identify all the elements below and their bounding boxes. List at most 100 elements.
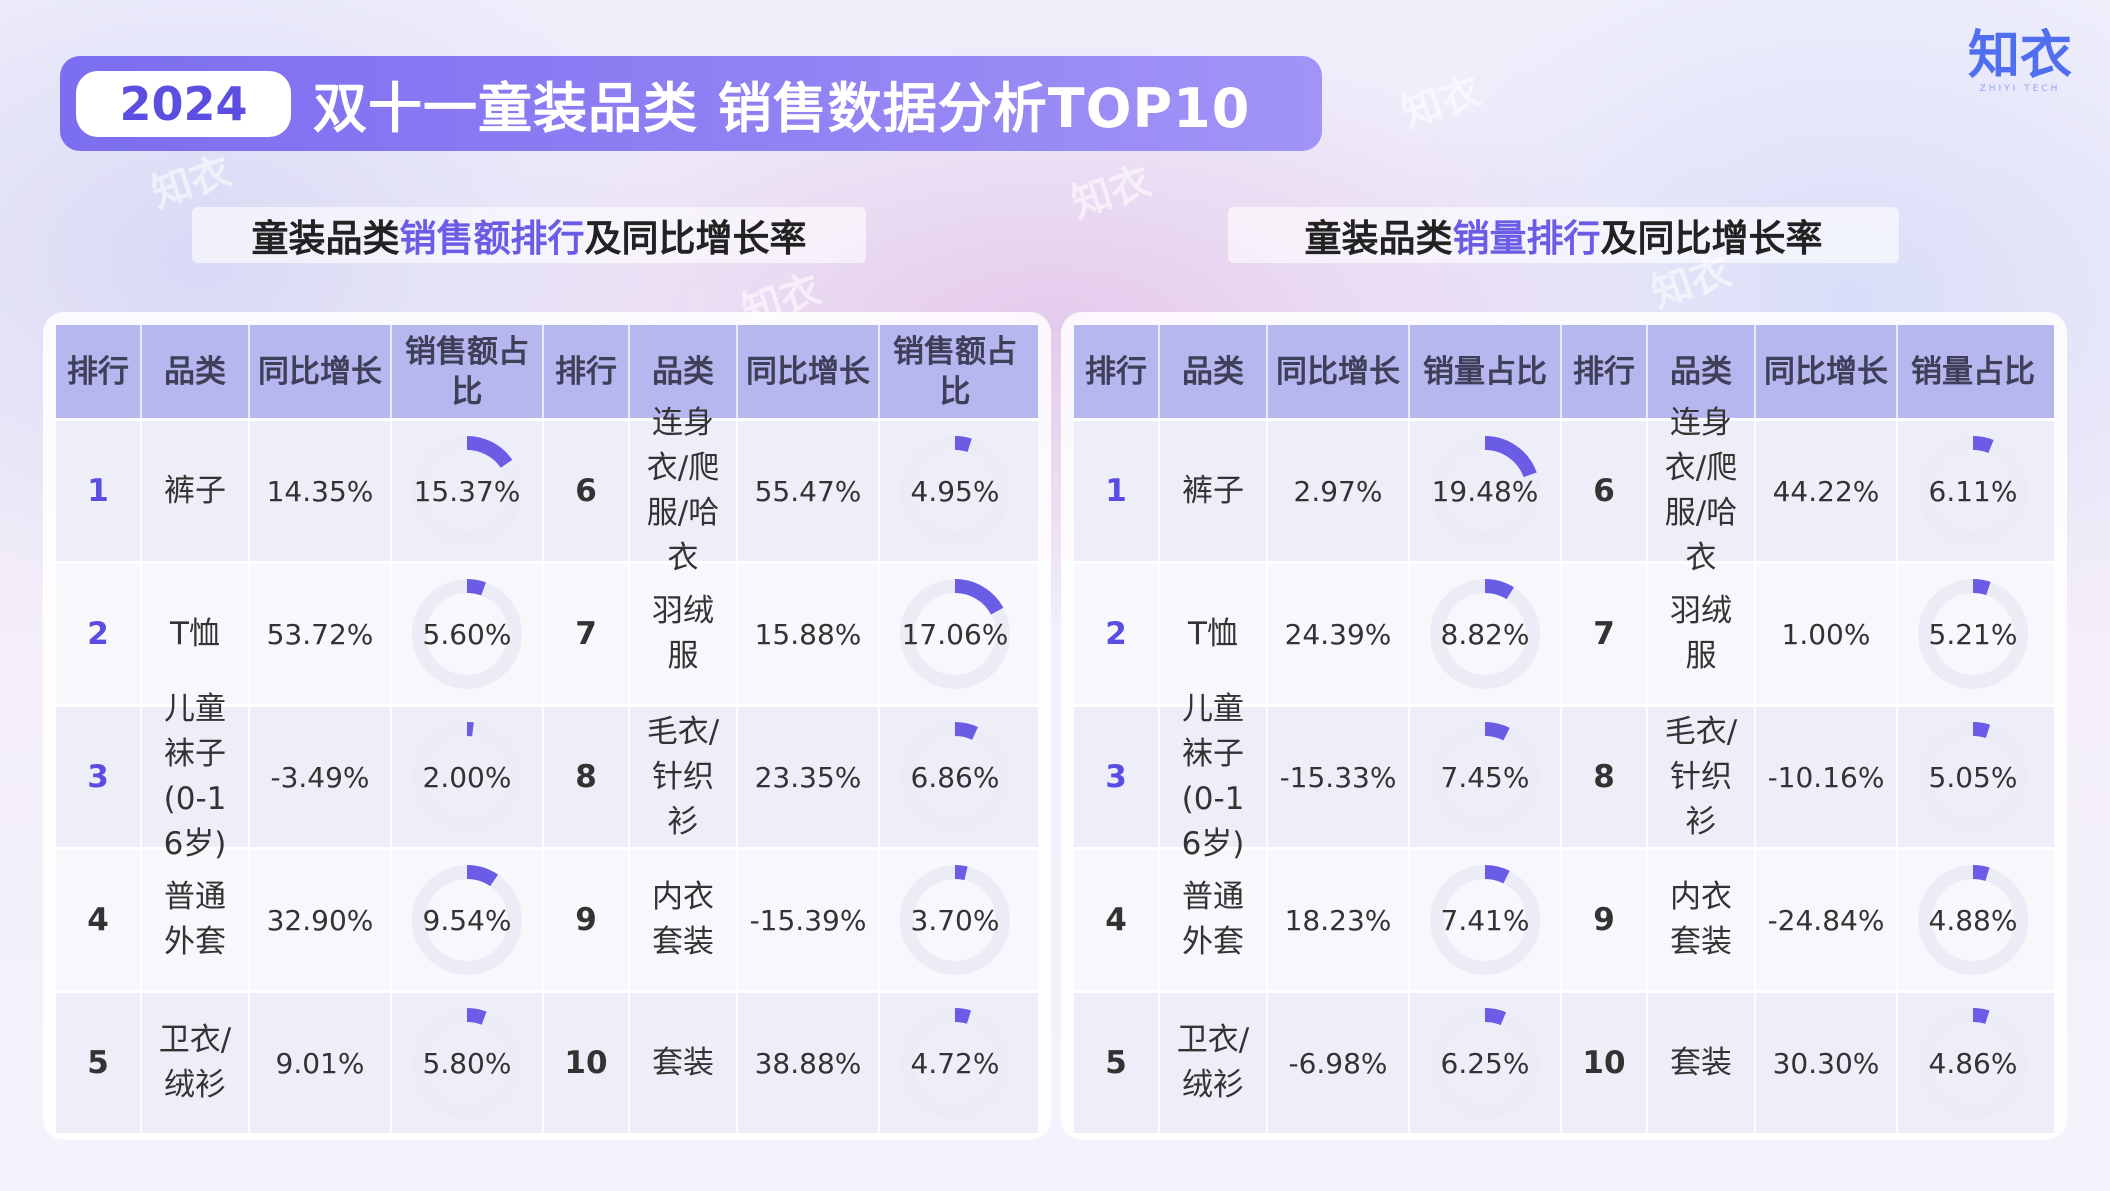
rank-number: 5 xyxy=(1105,1044,1127,1081)
column-header: 销量占比 xyxy=(1410,325,1562,418)
table-row: 3 儿童袜子(0-16岁) -15.33% 7.45% 8 毛衣/针织衫 -10.16% 5.… xyxy=(1074,691,2054,862)
yoy-cell: 15.88% xyxy=(738,564,880,704)
watermark: 知衣 xyxy=(1066,158,1157,228)
yoy-growth: 24.39% xyxy=(1284,617,1392,651)
rank-cell: 2 xyxy=(1074,564,1160,704)
yoy-growth: 15.88% xyxy=(754,617,862,651)
category-cell: 儿童袜子(0-16岁) xyxy=(1160,691,1268,862)
page-title: 双十一童装品类 销售数据分析TOP10 xyxy=(313,77,1251,140)
table-header-row: 排行 品类 同比增长 销售额占比 排行 品类 同比增长 销售额占比 xyxy=(56,325,1038,418)
share-value: 2.00% xyxy=(422,760,512,794)
share-cell: 17.06% xyxy=(880,564,1030,704)
rank-cell: 10 xyxy=(544,993,630,1133)
yoy-cell: 55.47% xyxy=(738,421,880,561)
column-header: 销量占比 xyxy=(1911,353,2035,390)
share-cell: 4.72% xyxy=(880,993,1030,1133)
yoy-growth: 14.35% xyxy=(266,474,374,508)
rank-number: 7 xyxy=(1593,615,1615,652)
category-cell: 裤子 xyxy=(142,421,250,561)
table-row: 5 卫衣/绒衫 9.01% 5.80% 10 套装 38.88% 4.72% xyxy=(56,990,1038,1133)
column-header: 品类 xyxy=(1648,325,1756,418)
rank-cell: 2 xyxy=(56,564,142,704)
category-name: 毛衣/针织衫 xyxy=(1664,713,1738,840)
category-name: 普通外套 xyxy=(164,879,226,960)
share-cell: 9.54% xyxy=(392,850,544,990)
column-header: 品类 xyxy=(630,325,738,418)
rank-number: 5 xyxy=(87,1044,109,1081)
yoy-growth: -15.39% xyxy=(749,903,867,937)
category-cell: 连身衣/爬服/哈衣 xyxy=(630,405,738,576)
column-header: 销售额占比 xyxy=(893,333,1017,410)
donut-value-arc xyxy=(1430,436,1540,546)
rank-cell: 1 xyxy=(56,421,142,561)
share-donut xyxy=(900,865,1010,975)
share-cell: 7.41% xyxy=(1410,850,1562,990)
category-cell: T恤 xyxy=(142,564,250,704)
category-cell: 裤子 xyxy=(1160,421,1268,561)
rank-number: 4 xyxy=(1105,901,1127,938)
share-cell: 4.88% xyxy=(1898,850,2048,990)
yoy-growth: 55.47% xyxy=(754,474,862,508)
yoy-growth: 18.23% xyxy=(1284,903,1392,937)
yoy-cell: 30.30% xyxy=(1756,993,1898,1133)
category-cell: 毛衣/针织衫 xyxy=(1648,707,1756,847)
yoy-cell: 44.22% xyxy=(1756,421,1898,561)
donut-value-arc xyxy=(900,865,1010,975)
donut-value-arc xyxy=(900,436,1010,546)
donut-value-arc xyxy=(1918,865,2028,975)
share-value: 3.70% xyxy=(910,903,1000,937)
rank-number: 10 xyxy=(564,1044,608,1081)
sales-volume-table: 排行 品类 同比增长 销量占比 排行 品类 同比增长 销量占比 1 裤子 2.97% 19.48% 6 连… xyxy=(1074,325,2054,1133)
share-value: 5.60% xyxy=(422,617,512,651)
donut-value-arc xyxy=(1918,722,2028,832)
donut-value-arc xyxy=(1918,579,2028,689)
sales-amount-panel: 排行 品类 同比增长 销售额占比 排行 品类 同比增长 销售额占比 1 裤子 14.35% 15.37… xyxy=(44,313,1050,1139)
share-donut xyxy=(412,865,522,975)
yoy-growth: 38.88% xyxy=(754,1046,862,1080)
left-subtitle: 童装品类 销售额排行 及同比增长率 xyxy=(192,207,866,263)
yoy-cell: -3.49% xyxy=(250,707,392,847)
yoy-growth: -3.49% xyxy=(270,760,370,794)
share-donut xyxy=(412,436,522,546)
right-subtitle-pre: 童装品类 xyxy=(1304,217,1453,260)
rank-cell: 4 xyxy=(1074,850,1160,990)
rank-number: 3 xyxy=(1105,758,1127,795)
donut-value-arc xyxy=(1918,436,2028,546)
table-row: 3 儿童袜子(0-16岁) -3.49% 2.00% 8 毛衣/针织衫 23.35% 6.86… xyxy=(56,691,1038,862)
share-donut xyxy=(900,722,1010,832)
yoy-growth: 2.97% xyxy=(1293,474,1383,508)
rank-number: 9 xyxy=(575,901,597,938)
rank-cell: 4 xyxy=(56,850,142,990)
share-donut xyxy=(412,579,522,689)
right-subtitle-post: 及同比增长率 xyxy=(1600,217,1823,260)
donut-value-arc xyxy=(1430,722,1540,832)
share-cell: 19.48% xyxy=(1410,421,1562,561)
column-header: 排行 xyxy=(56,325,142,418)
share-cell: 2.00% xyxy=(392,707,544,847)
logo-mark: 知衣 xyxy=(1967,26,2072,86)
table-row: 1 裤子 14.35% 15.37% 6 连身衣/爬服/哈衣 55.47% 4.95% xyxy=(56,405,1038,576)
share-value: 5.80% xyxy=(422,1046,512,1080)
yoy-cell: -6.98% xyxy=(1268,993,1410,1133)
category-name: 连身衣/爬服/哈衣 xyxy=(1664,405,1738,576)
column-header: 同比增长 xyxy=(250,325,392,418)
rank-cell: 9 xyxy=(544,850,630,990)
category-name: 羽绒服 xyxy=(652,593,714,674)
share-donut xyxy=(1430,865,1540,975)
category-cell: 普通外套 xyxy=(1160,850,1268,990)
yoy-cell: 23.35% xyxy=(738,707,880,847)
yoy-growth: 9.01% xyxy=(275,1046,365,1080)
rank-cell: 7 xyxy=(1562,564,1648,704)
yoy-cell: 14.35% xyxy=(250,421,392,561)
share-value: 17.06% xyxy=(901,617,1009,651)
yoy-cell: 53.72% xyxy=(250,564,392,704)
column-header: 同比增长 xyxy=(738,325,880,418)
column-header: 同比增长 xyxy=(1268,325,1410,418)
column-header: 排行 xyxy=(544,325,630,418)
rank-cell: 1 xyxy=(1074,421,1160,561)
brand-logo: 知衣 ZHIYI TECH xyxy=(1968,28,2072,94)
share-value: 7.41% xyxy=(1440,903,1530,937)
yoy-cell: 32.90% xyxy=(250,850,392,990)
share-donut xyxy=(1918,579,2028,689)
category-cell: 套装 xyxy=(630,993,738,1133)
